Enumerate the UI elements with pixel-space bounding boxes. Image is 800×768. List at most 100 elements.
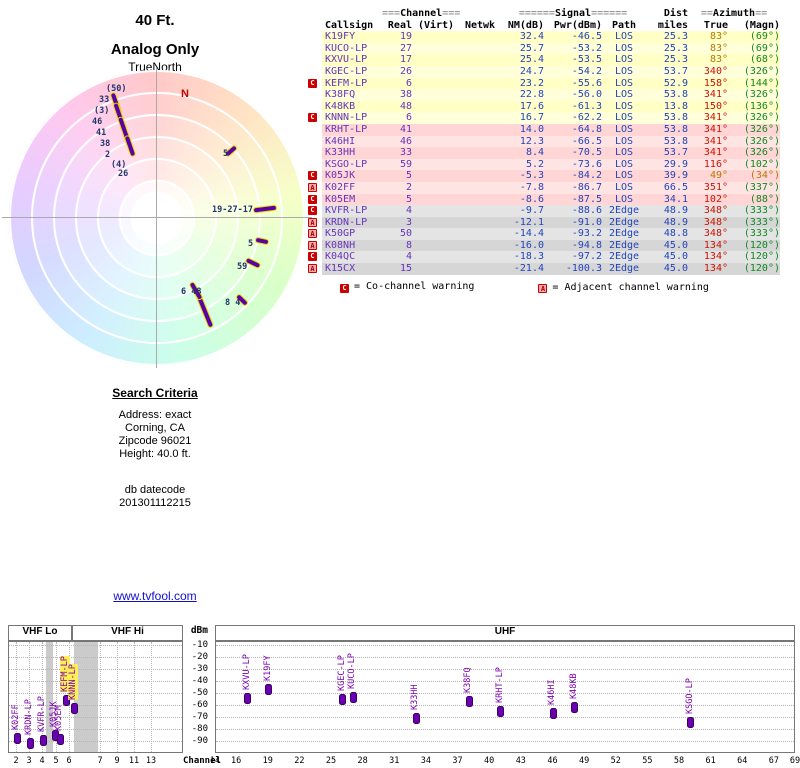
nm-db-cell: 24.7 xyxy=(500,66,544,78)
x-tick-label: 3 xyxy=(26,756,31,766)
h-gridline xyxy=(216,669,794,670)
x-tick-label: 31 xyxy=(389,756,399,766)
path-cell: LOS xyxy=(602,124,646,136)
callsign-cell: KXVU-LP xyxy=(322,54,382,66)
nm-db-cell: 5.2 xyxy=(500,159,544,171)
x-tick-label: 61 xyxy=(706,756,716,766)
virtual-channel-cell xyxy=(412,240,460,252)
distance-miles-cell: 25.3 xyxy=(646,54,688,66)
path-cell: LOS xyxy=(602,66,646,78)
magnetic-azimuth-cell: (337°) xyxy=(728,182,780,194)
signal-bar-callsign: KRDN-LP xyxy=(24,699,34,735)
x-tick-label: 16 xyxy=(231,756,241,766)
callsign-cell: K50GP xyxy=(322,228,382,240)
signal-bar-callsign: K48KB xyxy=(569,673,579,699)
callsign-cell: K04QC xyxy=(322,251,382,263)
radar-channel-label: (3) xyxy=(94,106,109,116)
virtual-channel-cell xyxy=(412,112,460,124)
distance-miles-cell: 45.0 xyxy=(646,251,688,263)
distance-miles-cell: 52.9 xyxy=(646,78,688,90)
virtual-channel-cell xyxy=(412,205,460,217)
x-tick-label: 64 xyxy=(737,756,747,766)
nm-db-cell: 23.2 xyxy=(500,78,544,90)
h-gridline xyxy=(216,693,794,694)
signal-bar-callsign: KRHT-LP xyxy=(495,667,505,703)
h-gridline xyxy=(216,657,794,658)
radar-channel-label: 26 xyxy=(118,169,128,179)
y-tick-label: -50 xyxy=(182,688,208,698)
co-channel-legend-item: C= Co-channel warning xyxy=(340,281,474,293)
x-tick-label: 67 xyxy=(769,756,779,766)
warning-cell xyxy=(308,31,322,43)
warning-cell: C xyxy=(308,112,322,124)
magnetic-azimuth-cell: (144°) xyxy=(728,78,780,90)
network-cell xyxy=(460,89,500,101)
x-tick-label: 2 xyxy=(13,756,18,766)
radar-center-disc xyxy=(131,192,183,244)
table-row: K19FY1932.4-46.5LOS25.383°(69°) xyxy=(308,31,780,43)
distance-miles-cell: 45.0 xyxy=(646,240,688,252)
callsign-cell: K05JK xyxy=(322,170,382,182)
true-azimuth-cell: 341° xyxy=(688,124,728,136)
magnetic-azimuth-cell: (136°) xyxy=(728,101,780,113)
real-channel-cell: 50 xyxy=(382,228,412,240)
real-channel-cell: 46 xyxy=(382,136,412,148)
path-cell: LOS xyxy=(602,43,646,55)
true-azimuth-cell: 134° xyxy=(688,263,728,275)
table-column-header: CallsignReal(Virt)NetwkNM(dB)Pwr(dBm)Pat… xyxy=(308,20,780,32)
distance-miles-cell: 53.8 xyxy=(646,112,688,124)
search-zipcode: Zipcode 96021 xyxy=(55,435,255,448)
adjacent-channel-legend-label: = Adjacent channel warning xyxy=(552,282,709,293)
path-cell: 2Edge xyxy=(602,240,646,252)
table-row: AK08NH8-16.0-94.82Edge45.0134°(120°) xyxy=(308,240,780,252)
search-address-mode: Address: exact xyxy=(55,409,255,422)
nm-db-cell: 14.0 xyxy=(500,124,544,136)
real-channel-cell: 41 xyxy=(382,124,412,136)
y-tick-label: -40 xyxy=(182,676,208,686)
azimuth-group-header: ==Azimuth== xyxy=(688,8,780,20)
column-header-5: Pwr(dBm) xyxy=(544,20,602,32)
distance-miles-cell: 53.8 xyxy=(646,136,688,148)
real-channel-cell: 27 xyxy=(382,43,412,55)
tvfool-link[interactable]: www.tvfool.com xyxy=(113,589,196,603)
power-dbm-cell: -91.0 xyxy=(544,217,602,229)
callsign-cell: KVFR-LP xyxy=(322,205,382,217)
adjacent-channel-warning-icon: A xyxy=(538,284,547,293)
power-dbm-cell: -56.0 xyxy=(544,89,602,101)
warning-cell xyxy=(308,124,322,136)
signal-bar-callsign: KXVU-LP xyxy=(242,654,252,690)
h-gridline xyxy=(9,705,182,706)
distance-miles-cell: 45.0 xyxy=(646,263,688,275)
power-dbm-cell: -94.8 xyxy=(544,240,602,252)
network-cell xyxy=(460,228,500,240)
network-cell xyxy=(460,31,500,43)
table-row: AK50GP50-14.4-93.22Edge48.8348°(333°) xyxy=(308,228,780,240)
virtual-channel-cell xyxy=(412,101,460,113)
distance-miles-cell: 53.8 xyxy=(646,89,688,101)
site-link-wrapper: www.tvfool.com xyxy=(55,589,255,603)
radar-channel-label: 8 4 xyxy=(225,298,240,308)
callsign-cell: KSGO-LP xyxy=(322,159,382,171)
real-channel-cell: 48 xyxy=(382,101,412,113)
power-dbm-cell: -66.5 xyxy=(544,136,602,148)
real-channel-cell: 33 xyxy=(382,147,412,159)
callsign-cell: K08NH xyxy=(322,240,382,252)
magnetic-azimuth-cell: (68°) xyxy=(728,54,780,66)
h-gridline xyxy=(9,717,182,718)
signal-bar-callsign: KGEC-LP xyxy=(337,655,347,691)
x-tick-label: 5 xyxy=(53,756,58,766)
real-channel-cell: 3 xyxy=(382,217,412,229)
virtual-channel-cell xyxy=(412,89,460,101)
distance-miles-cell: 25.3 xyxy=(646,43,688,55)
h-gridline xyxy=(216,705,794,706)
adjacent-channel-warning-icon: A xyxy=(308,264,317,273)
table-row: KUCO-LP2725.7-53.2LOS25.383°(69°) xyxy=(308,43,780,55)
path-cell: LOS xyxy=(602,170,646,182)
radar-channel-label: 5 xyxy=(223,149,228,159)
distance-miles-cell: 48.9 xyxy=(646,217,688,229)
signal-bar xyxy=(14,733,21,744)
nm-db-cell: -8.6 xyxy=(500,194,544,206)
column-header-0: Callsign xyxy=(322,20,382,32)
co-channel-warning-icon: C xyxy=(308,113,317,122)
real-channel-cell: 8 xyxy=(382,240,412,252)
